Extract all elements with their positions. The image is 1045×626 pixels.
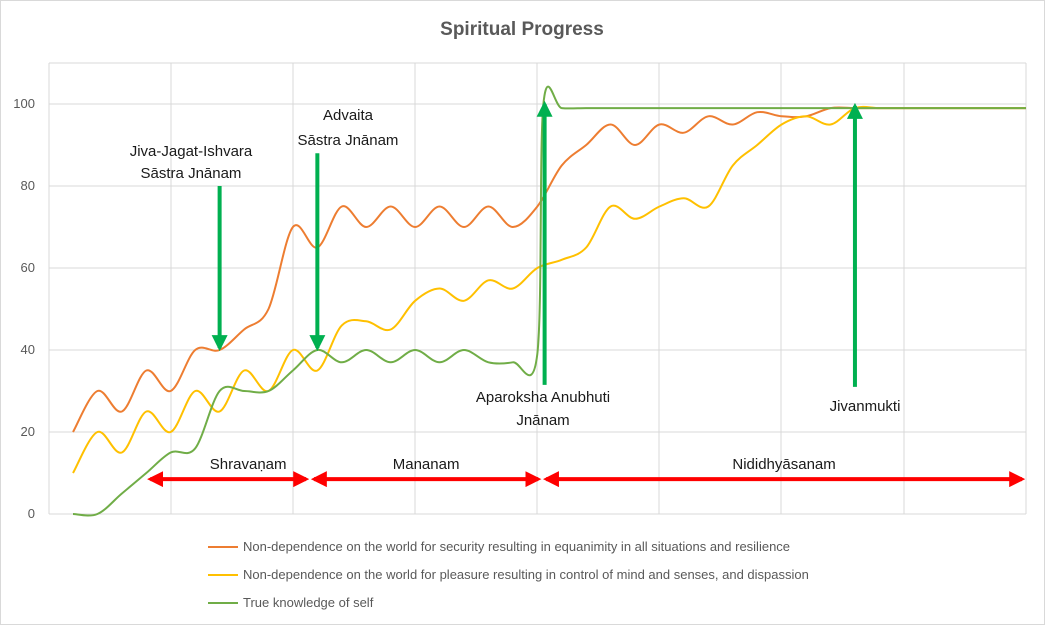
annotation-label: Jivanmukti xyxy=(830,398,901,415)
phase-arrows: Shravaṇam Mananam Nididhyāsanam xyxy=(147,456,1026,488)
legend-entry: Non-dependence on the world for pleasure… xyxy=(208,567,809,582)
chart-title: Spiritual Progress xyxy=(440,19,604,40)
annotation-arrows: Jiva-Jagat-Ishvara Sāstra Jnānam Advaita Sā… xyxy=(130,100,901,429)
legend-entry: Non-dependence on the world for security… xyxy=(208,539,790,554)
annotation-label: Jiva-Jagat-Ishvara xyxy=(130,143,253,160)
y-tick-label: 0 xyxy=(28,506,35,521)
y-tick-label: 20 xyxy=(21,424,35,439)
legend-entry: True knowledge of self xyxy=(208,595,374,610)
phase-label: Shravaṇam xyxy=(210,456,287,473)
phase-label: Nididhyāsanam xyxy=(732,456,835,473)
legend-label: True knowledge of self xyxy=(243,595,374,610)
legend-label: Non-dependence on the world for security… xyxy=(243,539,790,554)
legend-label: Non-dependence on the world for pleasure… xyxy=(243,567,809,582)
annotation-label: Advaita xyxy=(323,107,374,124)
annotation-label: Aparoksha Anubhuti xyxy=(476,389,610,406)
y-axis-ticks: 0 20 40 60 80 100 xyxy=(13,96,35,521)
y-tick-label: 40 xyxy=(21,342,35,357)
legend: Non-dependence on the world for security… xyxy=(208,539,809,610)
series-line-pleasure xyxy=(72,105,1026,474)
y-tick-label: 100 xyxy=(13,96,35,111)
y-tick-label: 60 xyxy=(21,260,35,275)
phase-label: Mananam xyxy=(393,456,460,473)
annotation-label: Sāstra Jnānam xyxy=(141,165,242,182)
y-tick-label: 80 xyxy=(21,178,35,193)
annotation-label: Jnānam xyxy=(516,412,569,429)
annotation-label: Sāstra Jnānam xyxy=(298,132,399,149)
